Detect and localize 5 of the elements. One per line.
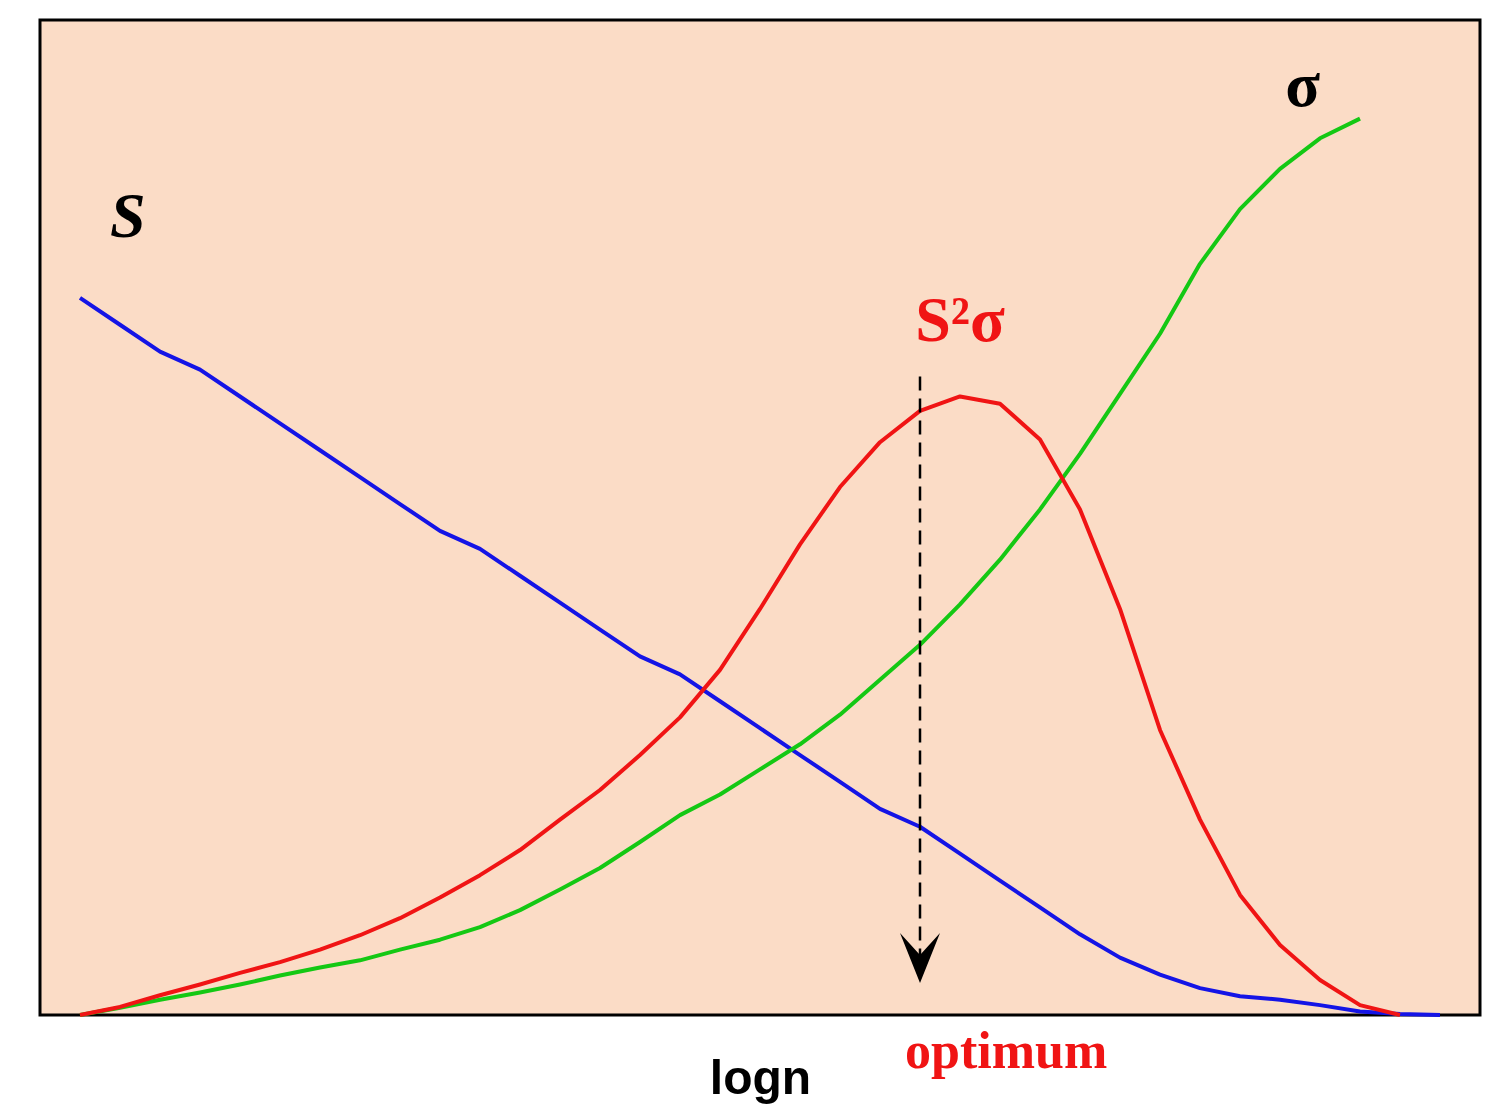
text: optimum bbox=[905, 1022, 1108, 1079]
series-label: S²σ bbox=[915, 284, 1005, 356]
x-axis-title: logn bbox=[709, 1050, 812, 1104]
series-label: S bbox=[110, 179, 146, 251]
series-label: σ bbox=[1285, 48, 1321, 120]
